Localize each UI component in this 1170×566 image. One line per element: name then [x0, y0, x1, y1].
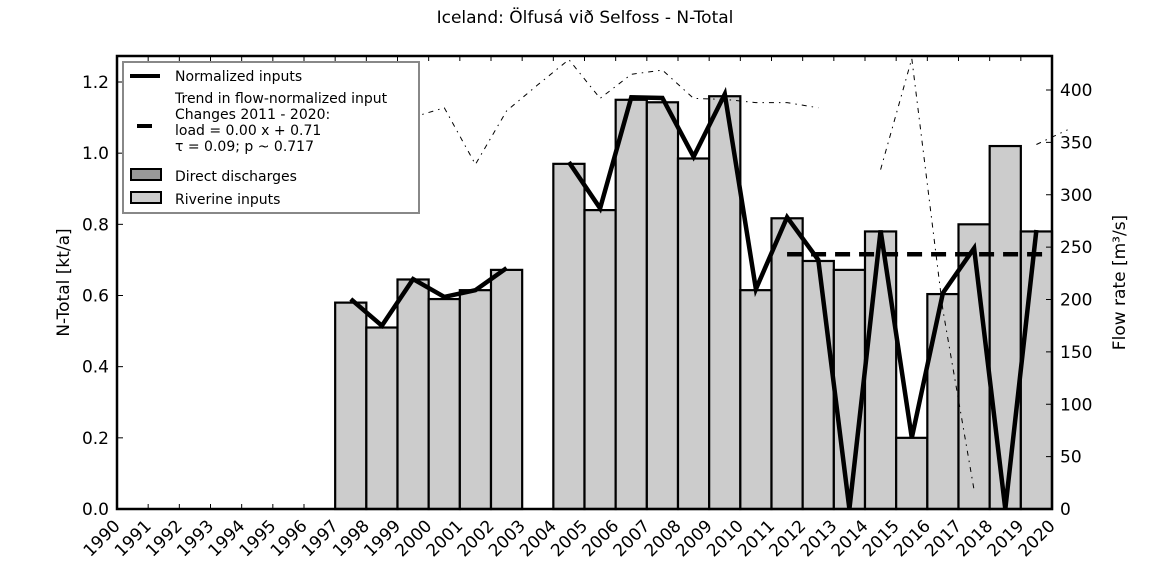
y-axis-left: 0.0 0.2 0.4 0.6 0.8 1.0 1.2 — [82, 73, 123, 520]
legend-label: Riverine inputs — [175, 192, 280, 208]
bar-2011 — [770, 217, 804, 511]
bar-1997 — [334, 301, 368, 511]
y-tick-label: 0.6 — [82, 287, 109, 307]
y-tick-label: 0.2 — [82, 429, 109, 449]
y2-tick-label: 400 — [1060, 81, 1092, 101]
y2-tick-label: 50 — [1060, 448, 1082, 468]
y-tick-label: 0.8 — [82, 215, 109, 235]
bar-1999 — [396, 278, 430, 511]
bar-2019 — [1019, 230, 1054, 511]
y-axis-right: 0 50 100 150 200 250 300 350 400 — [1046, 81, 1092, 520]
bar-2013 — [832, 268, 867, 511]
legend-label: Normalized inputs — [175, 69, 302, 85]
y-tick-label: 0.4 — [82, 358, 109, 378]
normalized-inputs-line — [567, 86, 1039, 510]
bar-2008 — [676, 157, 711, 511]
bar-2001 — [458, 289, 493, 511]
y-tick-label: 1.0 — [82, 144, 109, 164]
y2-axis-label: Flow rate [m³/s] — [1110, 215, 1130, 350]
legend-label: load = 0.00 x + 0.71 — [175, 123, 321, 139]
bar-2006 — [614, 98, 648, 511]
bar-2002 — [489, 268, 524, 511]
legend-patch-direct — [130, 168, 162, 181]
bar-1998 — [365, 326, 399, 511]
bar-2018 — [988, 144, 1022, 511]
bar-2014 — [863, 230, 898, 511]
bar-2016 — [926, 292, 960, 511]
bar-2007 — [645, 101, 680, 511]
flow-rate-line — [350, 58, 819, 166]
bar-2015 — [895, 436, 929, 511]
y-axis-label: N-Total [kt/a] — [54, 228, 74, 336]
legend-patch-riverine — [130, 191, 162, 204]
normalized-inputs-line — [349, 266, 508, 330]
legend-label: Direct discharges — [175, 169, 297, 185]
y-tick-label: 1.2 — [82, 73, 109, 93]
y-tick-label: 0.0 — [82, 500, 109, 520]
y2-tick-label: 200 — [1060, 291, 1092, 311]
y2-tick-label: 300 — [1060, 186, 1092, 206]
y2-tick-label: 150 — [1060, 343, 1092, 363]
y2-tick-label: 100 — [1060, 395, 1092, 415]
y2-tick-label: 250 — [1060, 238, 1092, 258]
legend-box — [122, 61, 420, 214]
y2-tick-label: 0 — [1060, 500, 1071, 520]
legend: Normalized inputs Trend in flow-normalize… — [122, 61, 420, 214]
bar-2012 — [801, 259, 835, 511]
legend-label: τ = 0.09; p ~ 0.717 — [175, 139, 314, 155]
y2-tick-label: 350 — [1060, 133, 1092, 153]
legend-label: Trend in flow-normalized input — [174, 91, 388, 107]
bar-2005 — [583, 209, 617, 511]
normalized-line-layer — [349, 86, 1039, 510]
bar-2010 — [739, 289, 773, 511]
x-tick-label: 2020 — [1015, 516, 1060, 561]
flow-rate-line — [880, 58, 975, 491]
bar-2000 — [427, 297, 461, 511]
bar-2004 — [552, 162, 586, 511]
chart-title: Iceland: Ölfusá við Selfoss - N-Total — [436, 8, 734, 28]
legend-label: Changes 2011 - 2020: — [175, 107, 330, 123]
